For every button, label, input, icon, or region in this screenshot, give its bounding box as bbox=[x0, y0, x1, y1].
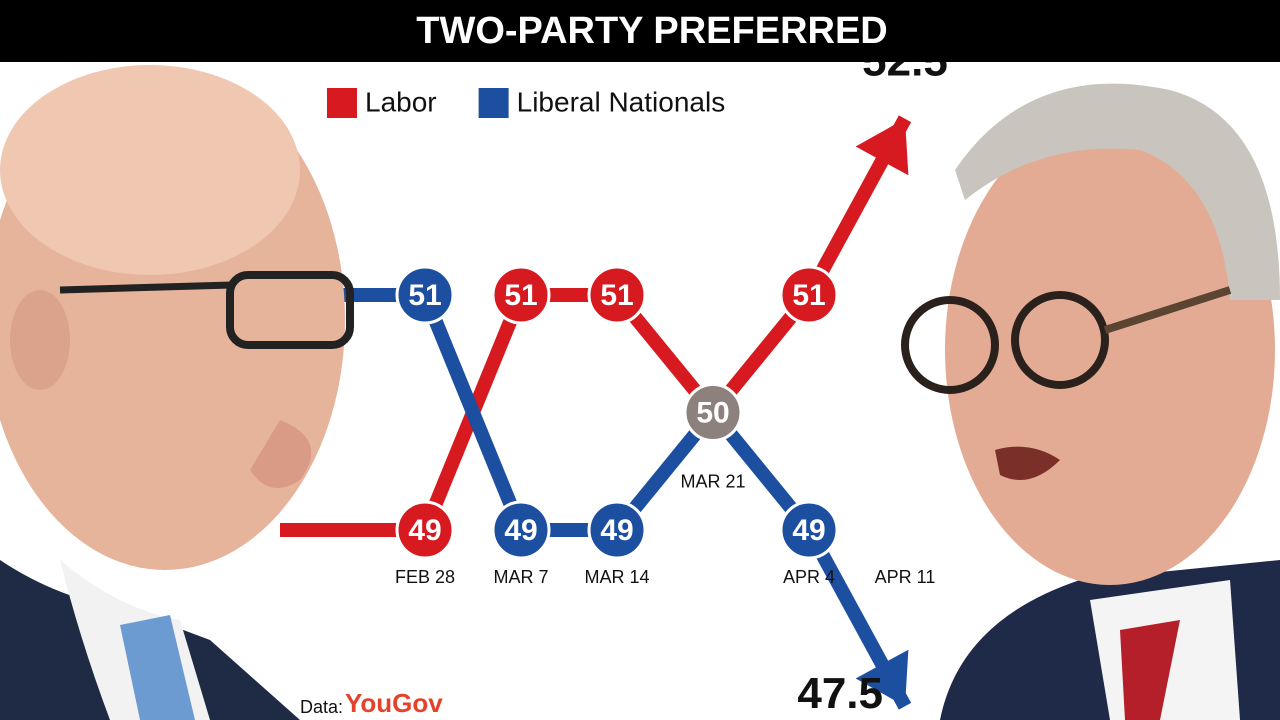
point-marker bbox=[587, 265, 647, 325]
legend-swatch bbox=[478, 88, 509, 118]
x-tick-label: MAR 21 bbox=[680, 471, 745, 491]
legend-label: Labor bbox=[365, 86, 437, 117]
series-line bbox=[418, 115, 912, 533]
point-marker bbox=[779, 500, 839, 560]
point-label: 51 bbox=[408, 279, 441, 312]
point-marker bbox=[491, 265, 551, 325]
point-label: 51 bbox=[600, 279, 633, 312]
source-name: YouGov bbox=[345, 688, 443, 718]
point-label: 49 bbox=[504, 514, 537, 547]
end-value-label: 47.5 bbox=[797, 669, 883, 718]
legend-label: Liberal Nationals bbox=[517, 86, 726, 117]
x-tick-label: FEB 28 bbox=[395, 567, 455, 587]
point-label: 50 bbox=[696, 396, 729, 429]
left-portrait bbox=[0, 65, 354, 720]
x-tick-label: MAR 7 bbox=[493, 567, 548, 587]
legend: Labor Liberal Nationals bbox=[327, 86, 725, 118]
point-label: 51 bbox=[792, 279, 825, 312]
arrow-head bbox=[855, 649, 909, 707]
right-portrait bbox=[901, 83, 1280, 720]
point-marker bbox=[779, 265, 839, 325]
series-line bbox=[418, 292, 912, 710]
point-label: 49 bbox=[792, 514, 825, 547]
point-label: 49 bbox=[408, 514, 441, 547]
x-tick-label: MAR 14 bbox=[584, 567, 649, 587]
tie-marker bbox=[683, 383, 743, 442]
point-marker bbox=[587, 500, 647, 560]
legend-swatch bbox=[327, 88, 357, 118]
point-marker bbox=[491, 500, 551, 560]
chart-title: TWO-PARTY PREFERRED bbox=[416, 10, 888, 52]
x-tick-label: APR 4 bbox=[783, 567, 835, 587]
arrow-head bbox=[855, 118, 909, 176]
point-marker bbox=[395, 500, 455, 560]
source-label: Data: bbox=[300, 697, 343, 717]
point-label: 49 bbox=[600, 514, 633, 547]
title-bar bbox=[0, 0, 1280, 62]
point-label: 51 bbox=[504, 279, 537, 312]
x-tick-label: APR 11 bbox=[875, 567, 936, 587]
point-marker bbox=[395, 265, 455, 325]
